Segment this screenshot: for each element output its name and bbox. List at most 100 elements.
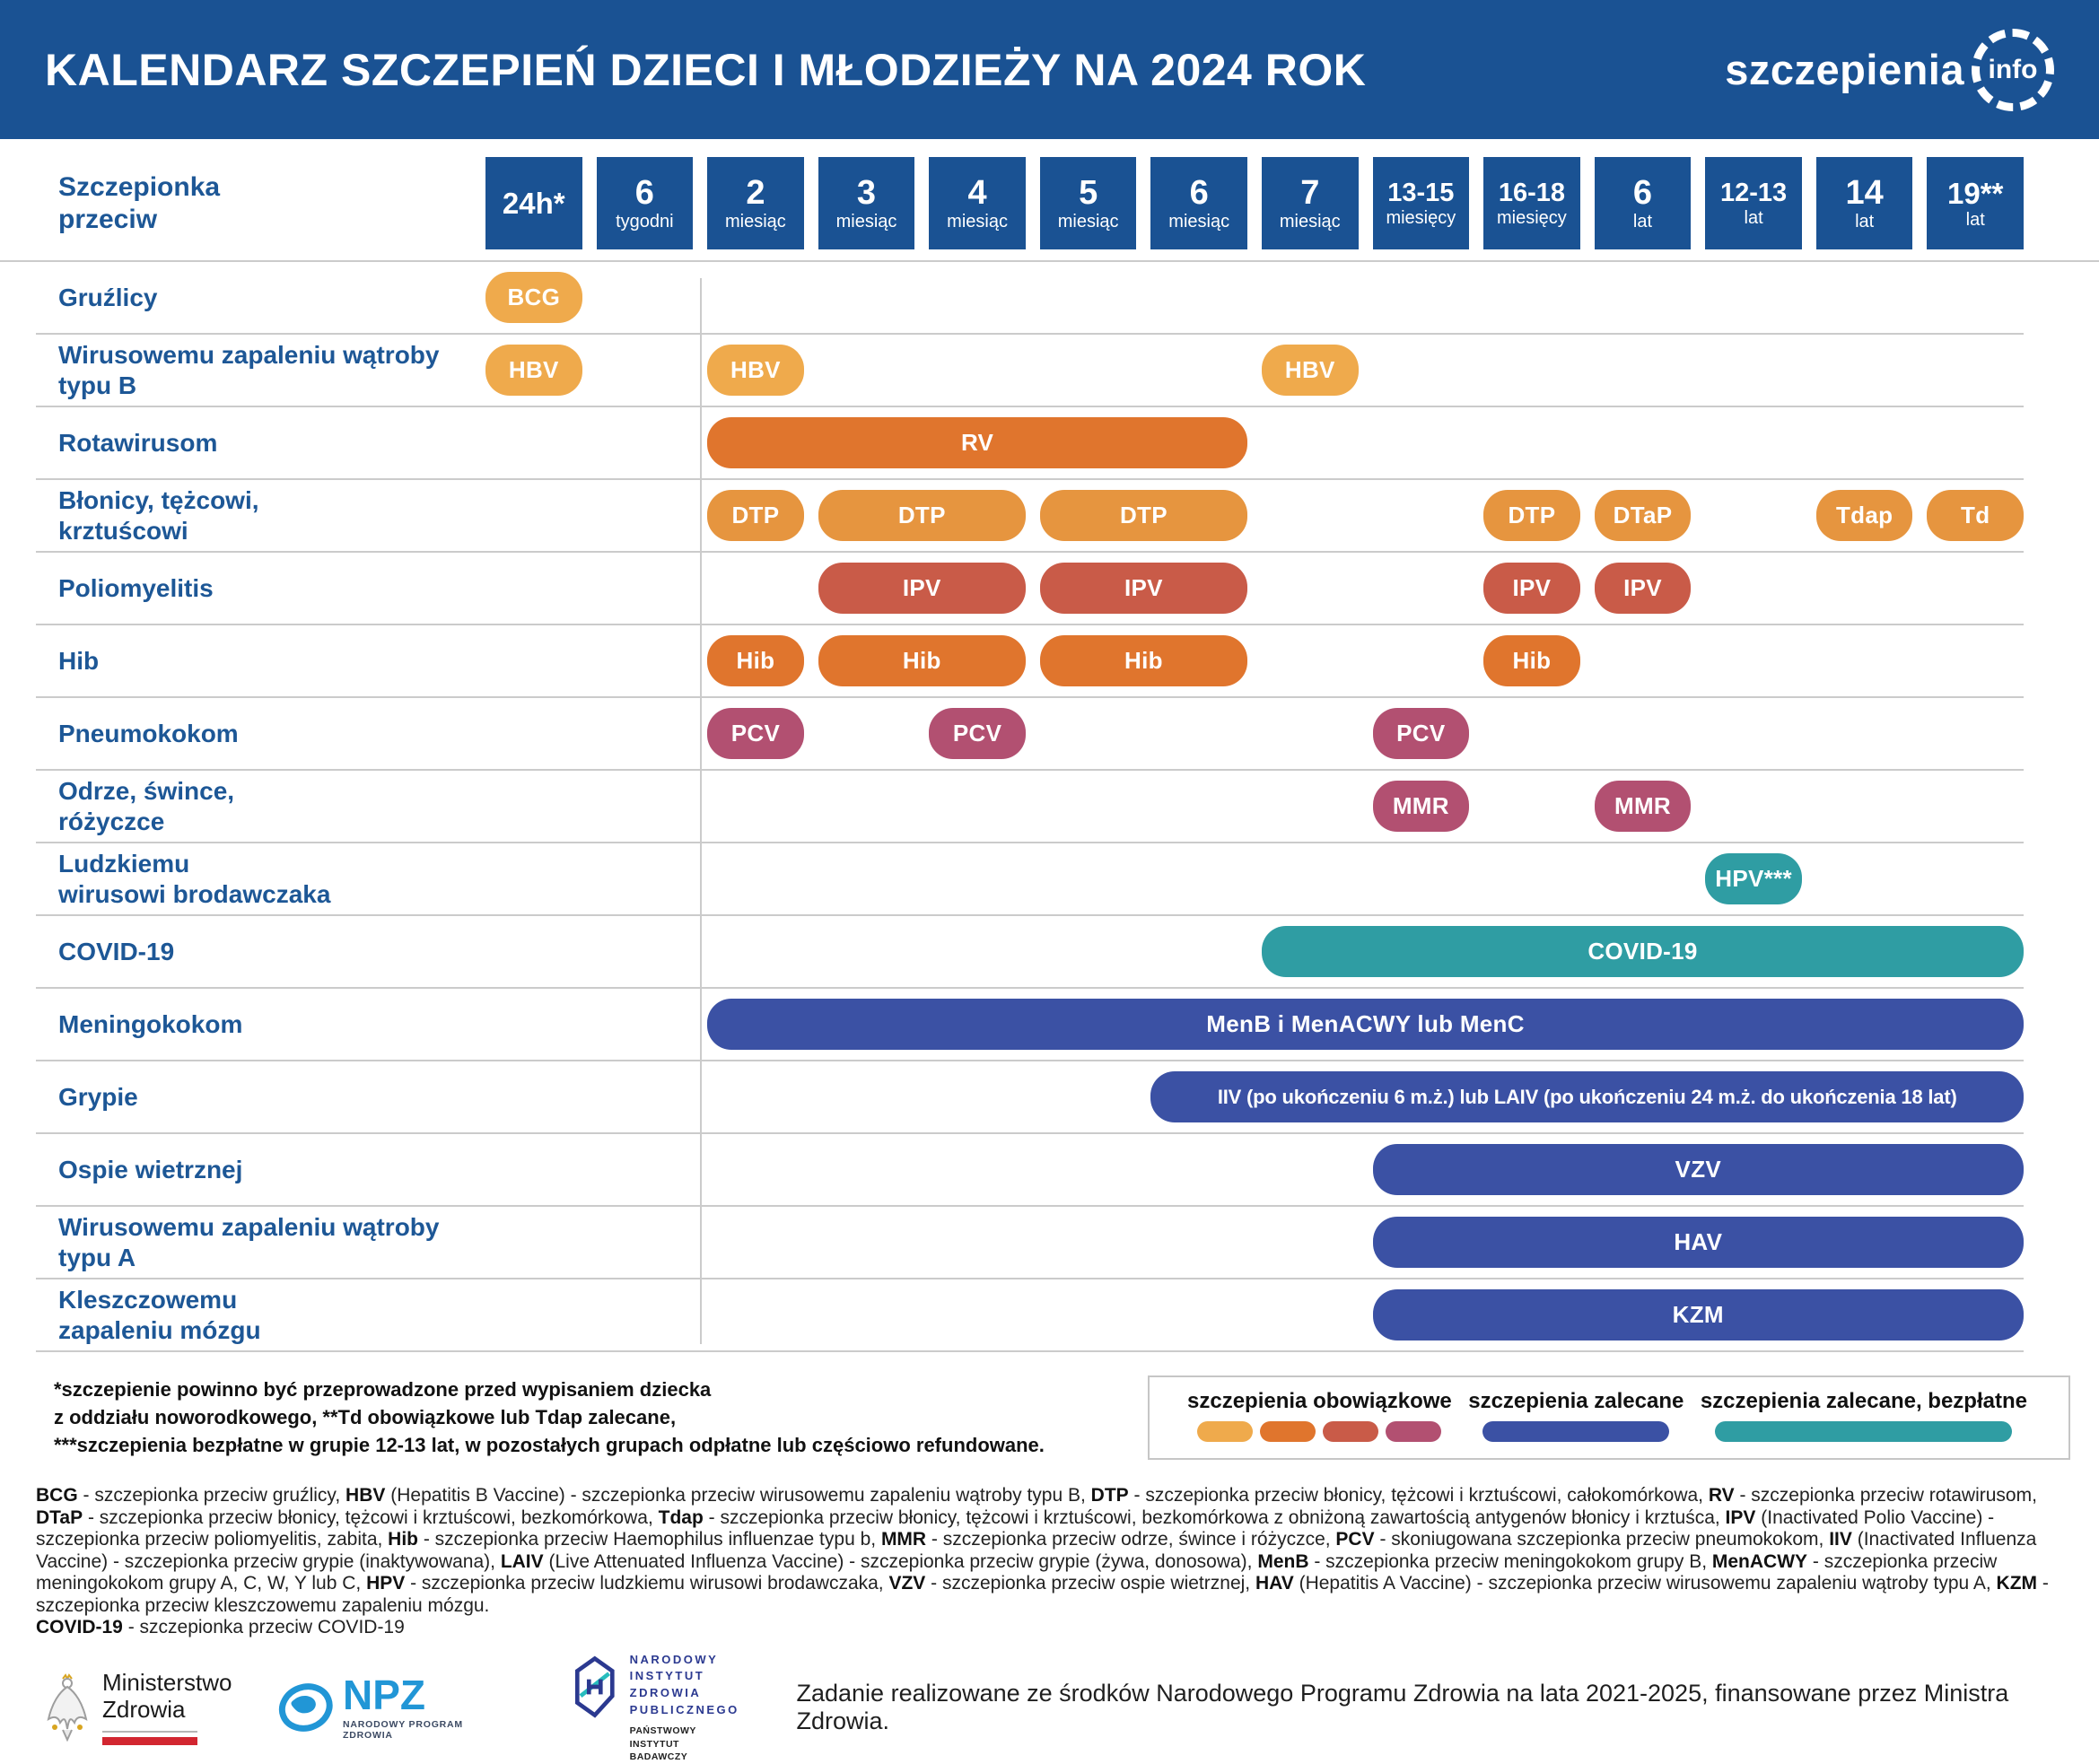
pzh-name-line1: NARODOWY [630, 1653, 719, 1666]
abbreviations: BCG - szczepionka przeciw gruźlicy, HBV … [36, 1485, 2063, 1639]
ministry-of-health-logo: Ministerstwo Zdrowia [43, 1670, 232, 1745]
vaccine-pill-DTP: DTP [1483, 490, 1580, 541]
column-header-value: 16-18 [1499, 180, 1565, 206]
column-header-unit: lat [1855, 213, 1874, 231]
vaccine-pill-IPV: IPV [1483, 563, 1580, 614]
abbr-term-LAIV: LAIV [501, 1551, 544, 1572]
column-header-value: 19** [1947, 179, 2003, 208]
column-header-unit: lat [1745, 209, 1763, 227]
column-header-unit: lat [1633, 213, 1652, 231]
column-header-16-18: 16-18 miesięcy [1483, 157, 1580, 249]
vaccine-pill-IIV: IIV (po ukończeniu 6 m.ż.) lub LAIV (po … [1150, 1071, 2024, 1122]
column-header-unit: lat [1966, 211, 1985, 229]
legend-swatch-teal [1715, 1421, 2012, 1442]
pzh-logo: NARODOWY INSTYTUT ZDROWIA PUBLICZNEGO PA… [569, 1652, 748, 1764]
legend-swatches [1482, 1421, 1669, 1442]
vaccine-pill-HPV***: HPV*** [1705, 853, 1802, 904]
ministry-red-rule [102, 1737, 197, 1745]
logo-ring-icon: info [1972, 29, 2054, 111]
abbr-term-COVID-19: COVID-19 [36, 1617, 123, 1637]
abbr-term-DTaP: DTaP [36, 1507, 83, 1528]
column-header-value: 2 [746, 176, 765, 210]
pzh-name: NARODOWY INSTYTUT ZDROWIA PUBLICZNEGO [630, 1652, 748, 1719]
abbr-term-MenB: MenB [1257, 1551, 1308, 1572]
vaccine-pill-MenB: MenB i MenACWY lub MenC [707, 999, 2024, 1050]
vaccine-pill-DTP: DTP [1040, 490, 1247, 541]
row-label: Pneumokokom [36, 719, 471, 748]
vaccine-pill-DTP: DTP [707, 490, 804, 541]
abbr-term-HBV: HBV [345, 1485, 385, 1506]
notes-and-legend: *szczepienie powinno być przeprowadzone … [36, 1375, 2070, 1472]
row-label: Grypie [36, 1082, 471, 1112]
vaccine-pill-MMR: MMR [1373, 781, 1470, 832]
vaccine-pill-COVID-19: COVID-19 [1262, 926, 2024, 977]
pzh-subtitle: PAŃSTWOWY INSTYTUT BADAWCZY [630, 1725, 748, 1764]
vaccine-pill-Hib: Hib [1040, 635, 1247, 686]
legend-swatch-deep_orange [1260, 1421, 1316, 1442]
npz-logo: NPZ NARODOWY PROGRAM ZDROWIA [278, 1674, 515, 1741]
legend-swatches [1197, 1421, 1441, 1442]
vaccine-pill-Tdap: Tdap [1816, 490, 1913, 541]
column-header-value: 12-13 [1720, 180, 1787, 206]
pzh-name-line2: INSTYTUT [630, 1669, 705, 1682]
vaccine-pill-IPV: IPV [1595, 563, 1692, 614]
abbr-term-DTP: DTP [1091, 1485, 1129, 1506]
column-header-13-15: 13-15 miesięcy [1373, 157, 1470, 249]
column-header-value: 13-15 [1387, 180, 1454, 206]
footer: Ministerstwo Zdrowia NPZ NARODOWY PROGRA… [0, 1652, 2099, 1764]
page-title: KALENDARZ SZCZEPIEŃ DZIECI I MŁODZIEŻY N… [45, 44, 1366, 96]
legend-swatch-maroon [1386, 1421, 1441, 1442]
pzh-subtitle-line1: PAŃSTWOWY INSTYTUT [630, 1725, 696, 1750]
ministry-name: Ministerstwo Zdrowia [102, 1670, 232, 1724]
vaccine-pill-KZM: KZM [1373, 1289, 2024, 1340]
row-label: Odrze, śwince,różyczce [36, 776, 471, 835]
vaccine-pill-MMR: MMR [1595, 781, 1692, 832]
column-header-value: 6 [1633, 176, 1652, 210]
column-header-unit: miesiąc [947, 213, 1008, 231]
column-header-unit: miesięcy [1497, 209, 1567, 227]
pzh-name-line3: ZDROWIA [630, 1686, 702, 1699]
abbr-term-MenACWY: MenACWY [1712, 1551, 1807, 1572]
abbr-term-Hib: Hib [388, 1529, 418, 1550]
vaccine-pill-PCV: PCV [1373, 708, 1470, 759]
timeline-start-divider [700, 278, 702, 1344]
vaccine-pill-DTP: DTP [818, 490, 1026, 541]
column-header-unit: miesiąc [1280, 213, 1341, 231]
vaccine-pill-DTaP: DTaP [1595, 490, 1692, 541]
legend-item: szczepienia zalecane, bezpłatne [1701, 1391, 2027, 1442]
column-header-unit: tygodni [616, 213, 674, 231]
npz-name: NPZ [343, 1674, 515, 1716]
legend-swatches [1715, 1421, 2012, 1442]
column-header-unit: miesiąc [725, 213, 786, 231]
column-header-value: 14 [1845, 176, 1883, 210]
column-header-unit: miesiąc [1058, 213, 1119, 231]
axis-label: Szczepionka przeciw [36, 171, 471, 236]
vaccine-pill-VZV: VZV [1373, 1144, 2024, 1195]
row-label: Meningokokom [36, 1009, 471, 1039]
column-header-unit: miesięcy [1386, 209, 1456, 227]
pzh-hexagon-icon [569, 1652, 621, 1722]
abbr-term-VZV: VZV [888, 1573, 925, 1594]
vaccine-pill-Hib: Hib [818, 635, 1026, 686]
vaccine-pill-HBV: HBV [707, 345, 804, 396]
abbr-term-HPV: HPV [366, 1573, 405, 1594]
abbr-term-IPV: IPV [1726, 1507, 1756, 1528]
column-header-value: 4 [967, 176, 986, 210]
vaccine-pill-IPV: IPV [818, 563, 1026, 614]
vaccine-pill-Td: Td [1927, 490, 2024, 541]
vaccine-pill-PCV: PCV [707, 708, 804, 759]
row-label: Ospie wietrznej [36, 1155, 471, 1184]
abbr-term-RV: RV [1709, 1485, 1735, 1506]
szczepienia-info-logo: szczepienia info [1725, 29, 2054, 111]
legend-label: szczepienia zalecane, bezpłatne [1701, 1391, 2027, 1412]
